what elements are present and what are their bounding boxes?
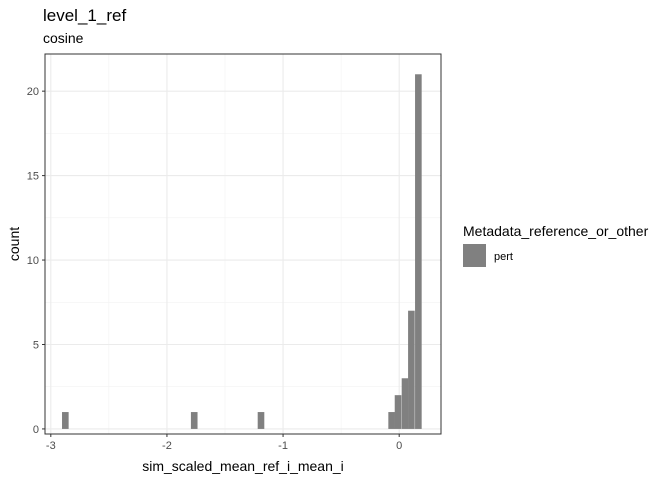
histogram-bar (415, 74, 422, 429)
y-axis-title: count (6, 227, 22, 261)
x-axis-title: sim_scaled_mean_ref_i_mean_i (142, 458, 344, 474)
x-tick-label: 0 (396, 440, 402, 452)
y-tick-label: 5 (33, 339, 39, 351)
histogram-bar (257, 412, 265, 429)
y-tick-label: 15 (27, 171, 39, 183)
legend-label-pert: pert (494, 251, 513, 263)
histogram-bar (401, 378, 409, 429)
y-tick-label: 0 (33, 424, 39, 436)
y-axis-ticks: 0 5 10 15 20 (27, 86, 45, 436)
plot-panel (45, 54, 441, 434)
major-gridlines (45, 54, 441, 434)
histogram-bar (408, 310, 415, 429)
histogram-bar (388, 412, 395, 429)
histogram-bars (62, 74, 422, 429)
minor-gridlines (45, 54, 441, 434)
x-tick-label: -1 (278, 440, 288, 452)
x-tick-label: -2 (162, 440, 172, 452)
x-tick-label: -3 (46, 440, 56, 452)
y-tick-label: 10 (27, 255, 39, 267)
plot-border (44, 53, 442, 435)
legend-title: Metadata_reference_or_other (463, 223, 649, 239)
histogram-bar (394, 395, 402, 429)
legend: Metadata_reference_or_other pert (463, 223, 649, 267)
x-axis-ticks: -3 -2 -1 0 (46, 434, 402, 452)
legend-key-pert (463, 244, 486, 267)
histogram-bar (190, 412, 198, 429)
histogram-bar (62, 412, 69, 429)
y-tick-label: 20 (27, 86, 39, 98)
chart-subtitle: cosine (43, 30, 84, 46)
chart-title: level_1_ref (43, 6, 126, 25)
